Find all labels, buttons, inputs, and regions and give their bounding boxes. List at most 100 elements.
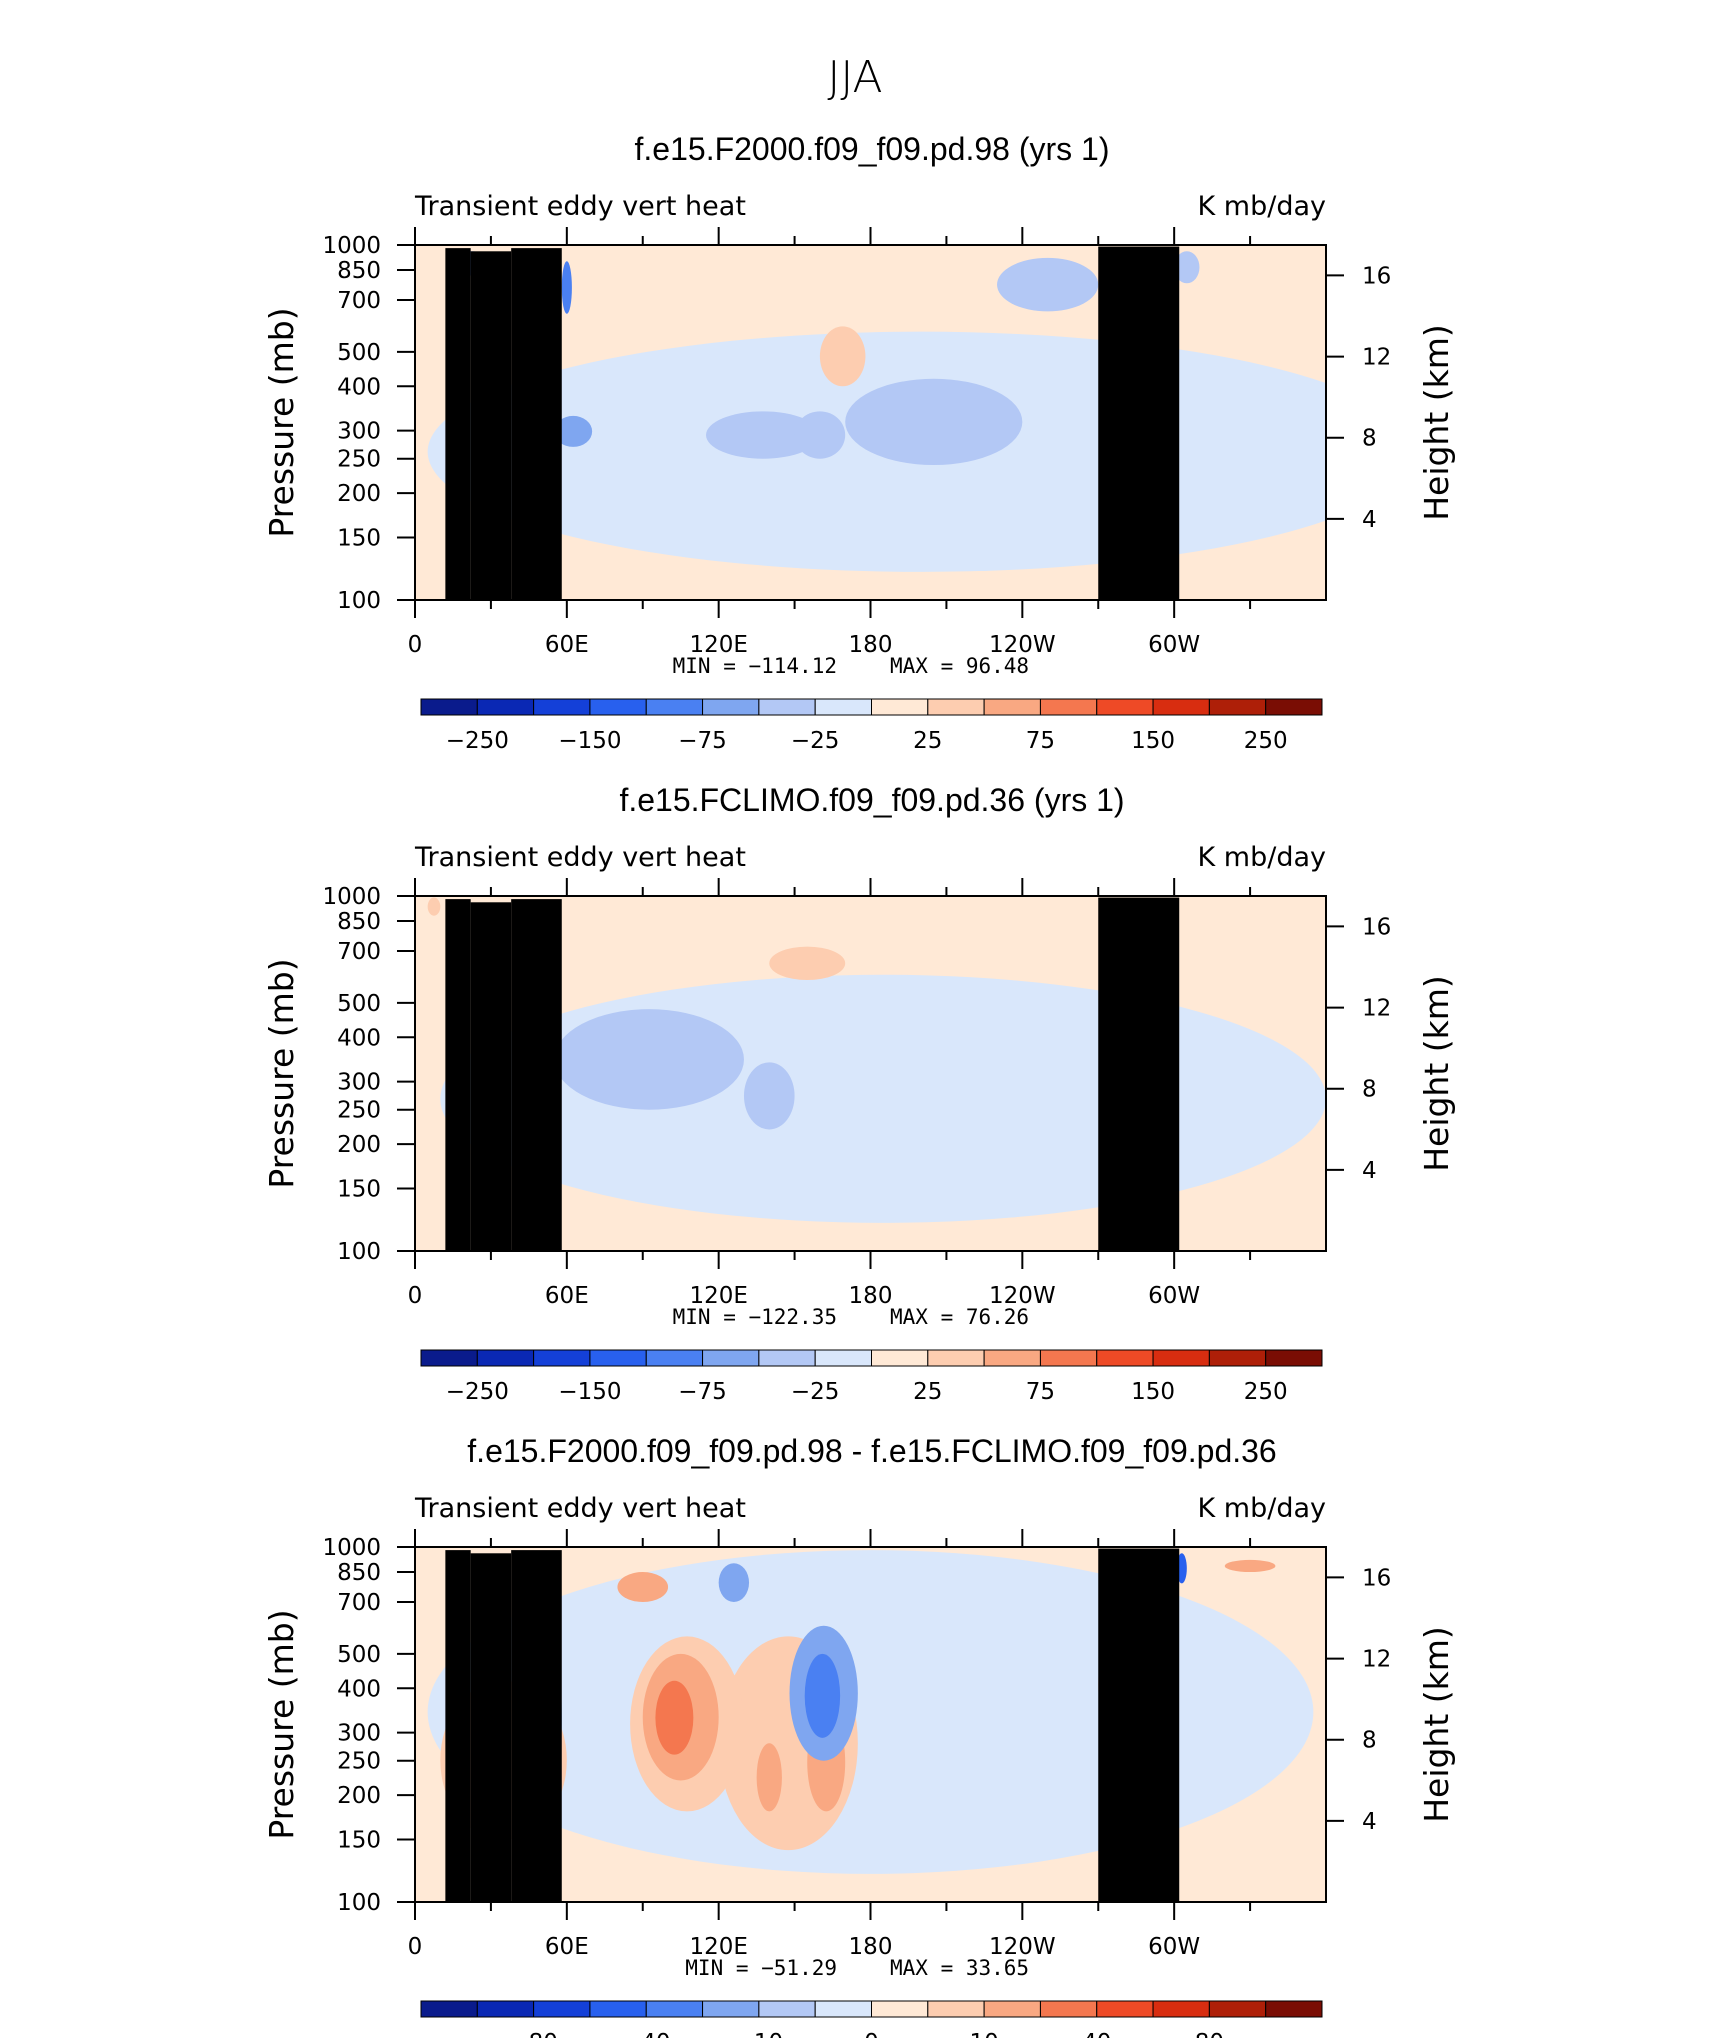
y-tick-label: 150 — [337, 1176, 381, 1202]
figure-title: JJA — [827, 52, 882, 103]
colorbar-box — [533, 698, 591, 716]
land-mask — [470, 251, 512, 600]
y-tick-label: 850 — [337, 909, 381, 935]
colorbar-box — [645, 2000, 704, 2018]
y-tick-label: 100 — [337, 588, 381, 614]
colorbar-label: −10 — [735, 2030, 784, 2038]
colorbar-box — [1265, 2000, 1323, 2018]
y-tick-label: 500 — [337, 991, 381, 1017]
min-value: MIN = −51.29 — [685, 1956, 837, 1980]
x-tick-label: 120E — [689, 1283, 747, 1309]
colorbar-box — [1208, 698, 1267, 716]
y-axis-right-title: Height (km) — [1417, 975, 1456, 1172]
colorbar: −80 −40 −10 0 10 40 80 — [420, 2000, 1323, 2038]
colorbar-box — [1039, 2000, 1098, 2018]
colorbar-label: 150 — [1131, 728, 1175, 754]
y-tick-label: 200 — [337, 481, 381, 507]
colorbar-box — [1208, 1349, 1267, 1367]
x-tick-label: 120E — [689, 1934, 747, 1960]
land-mask — [445, 248, 471, 600]
units-label: K mb/day — [1198, 842, 1327, 873]
colorbar-label: −150 — [558, 1379, 621, 1405]
contour-region — [718, 1563, 750, 1602]
x-tick-label: 60E — [545, 1283, 589, 1309]
colorbar-box — [1265, 698, 1323, 716]
y-tick-label: 400 — [337, 1025, 381, 1051]
land-mask — [511, 248, 562, 600]
colorbar-label: 250 — [1244, 1379, 1288, 1405]
contour-region — [1174, 251, 1200, 284]
contour-region — [561, 261, 572, 314]
colorbar-label: −75 — [678, 728, 727, 754]
x-tick-label: 120E — [689, 632, 747, 658]
contour-region — [554, 1009, 744, 1110]
y-tick-label: 500 — [337, 340, 381, 366]
land-mask — [445, 899, 471, 1251]
colorbar-box — [927, 2000, 985, 2018]
y-tick-label: 850 — [337, 1560, 381, 1586]
colorbar: −250 −150 −75 −25 25 75 150 250 — [420, 1349, 1323, 1405]
y-tick-label: 300 — [337, 1721, 381, 1747]
colorbar-label: 25 — [913, 728, 942, 754]
x-tick-label: 0 — [408, 1934, 423, 1960]
colorbar-box — [533, 1349, 591, 1367]
colorbar-label: 75 — [1026, 728, 1055, 754]
panel-2: f.e15.FCLIMO.f09_f09.pd.36 (yrs 1) Transi… — [262, 782, 1456, 1405]
colorbar-box — [1096, 698, 1154, 716]
y-tick-label: 1000 — [322, 884, 381, 910]
contour-region — [440, 974, 1326, 1223]
colorbar-box — [533, 2000, 591, 2018]
x-tick-label: 0 — [408, 632, 423, 658]
units-label: K mb/day — [1198, 191, 1327, 222]
units-label: K mb/day — [1198, 1493, 1327, 1524]
colorbar-label: −75 — [678, 1379, 727, 1405]
x-tick-label: 60E — [545, 632, 589, 658]
height-tick-label: 16 — [1362, 263, 1391, 289]
x-tick-label: 60W — [1148, 632, 1200, 658]
colorbar-box — [758, 698, 816, 716]
panel-1: f.e15.F2000.f09_f09.pd.98 (yrs 1) Transie… — [262, 131, 1456, 754]
colorbar-label: 75 — [1026, 1379, 1055, 1405]
x-tick-label: 180 — [849, 1283, 893, 1309]
colorbar-box — [1039, 698, 1098, 716]
x-tick-label: 120W — [989, 1934, 1056, 1960]
colorbar-box — [589, 2000, 647, 2018]
contour-region — [427, 1550, 1314, 1874]
colorbar-box — [983, 2000, 1041, 2018]
colorbar-box — [814, 1349, 872, 1367]
colorbar-box — [1152, 698, 1210, 716]
contour-region — [427, 897, 441, 916]
colorbar-box — [1096, 1349, 1154, 1367]
contour-region — [769, 946, 846, 980]
colorbar-box — [476, 2000, 535, 2018]
panel-title: f.e15.F2000.f09_f09.pd.98 (yrs 1) — [635, 131, 1110, 167]
colorbar-box — [871, 1349, 929, 1367]
y-tick-label: 400 — [337, 1676, 381, 1702]
contour-region — [804, 1653, 841, 1738]
height-tick-label: 8 — [1362, 426, 1377, 452]
colorbar-box — [1265, 1349, 1323, 1367]
colorbar-label: −250 — [446, 1379, 509, 1405]
colorbar-box — [758, 2000, 816, 2018]
land-mask — [1098, 1548, 1180, 1902]
panel-3: f.e15.F2000.f09_f09.pd.98 - f.e15.FCLIMO… — [262, 1433, 1456, 2038]
height-tick-label: 8 — [1362, 1728, 1377, 1754]
min-value: MIN = −114.12 — [673, 654, 837, 678]
contour-region — [756, 1743, 782, 1812]
colorbar-label: −25 — [791, 728, 840, 754]
colorbar-box — [476, 1349, 535, 1367]
colorbar-label: 80 — [1195, 2030, 1224, 2038]
x-tick-label: 180 — [849, 1934, 893, 1960]
max-value: MAX = 96.48 — [890, 654, 1029, 678]
height-tick-label: 16 — [1362, 1565, 1391, 1591]
land-mask — [1098, 246, 1180, 600]
x-tick-label: 120W — [989, 632, 1056, 658]
colorbar-box — [814, 2000, 872, 2018]
contour-field — [415, 1547, 1326, 1902]
min-value: MIN = −122.35 — [673, 1305, 837, 1329]
contour-region — [655, 1680, 694, 1755]
colorbar-box — [927, 1349, 985, 1367]
colorbar-box — [758, 1349, 816, 1367]
land-mask — [470, 1553, 512, 1902]
